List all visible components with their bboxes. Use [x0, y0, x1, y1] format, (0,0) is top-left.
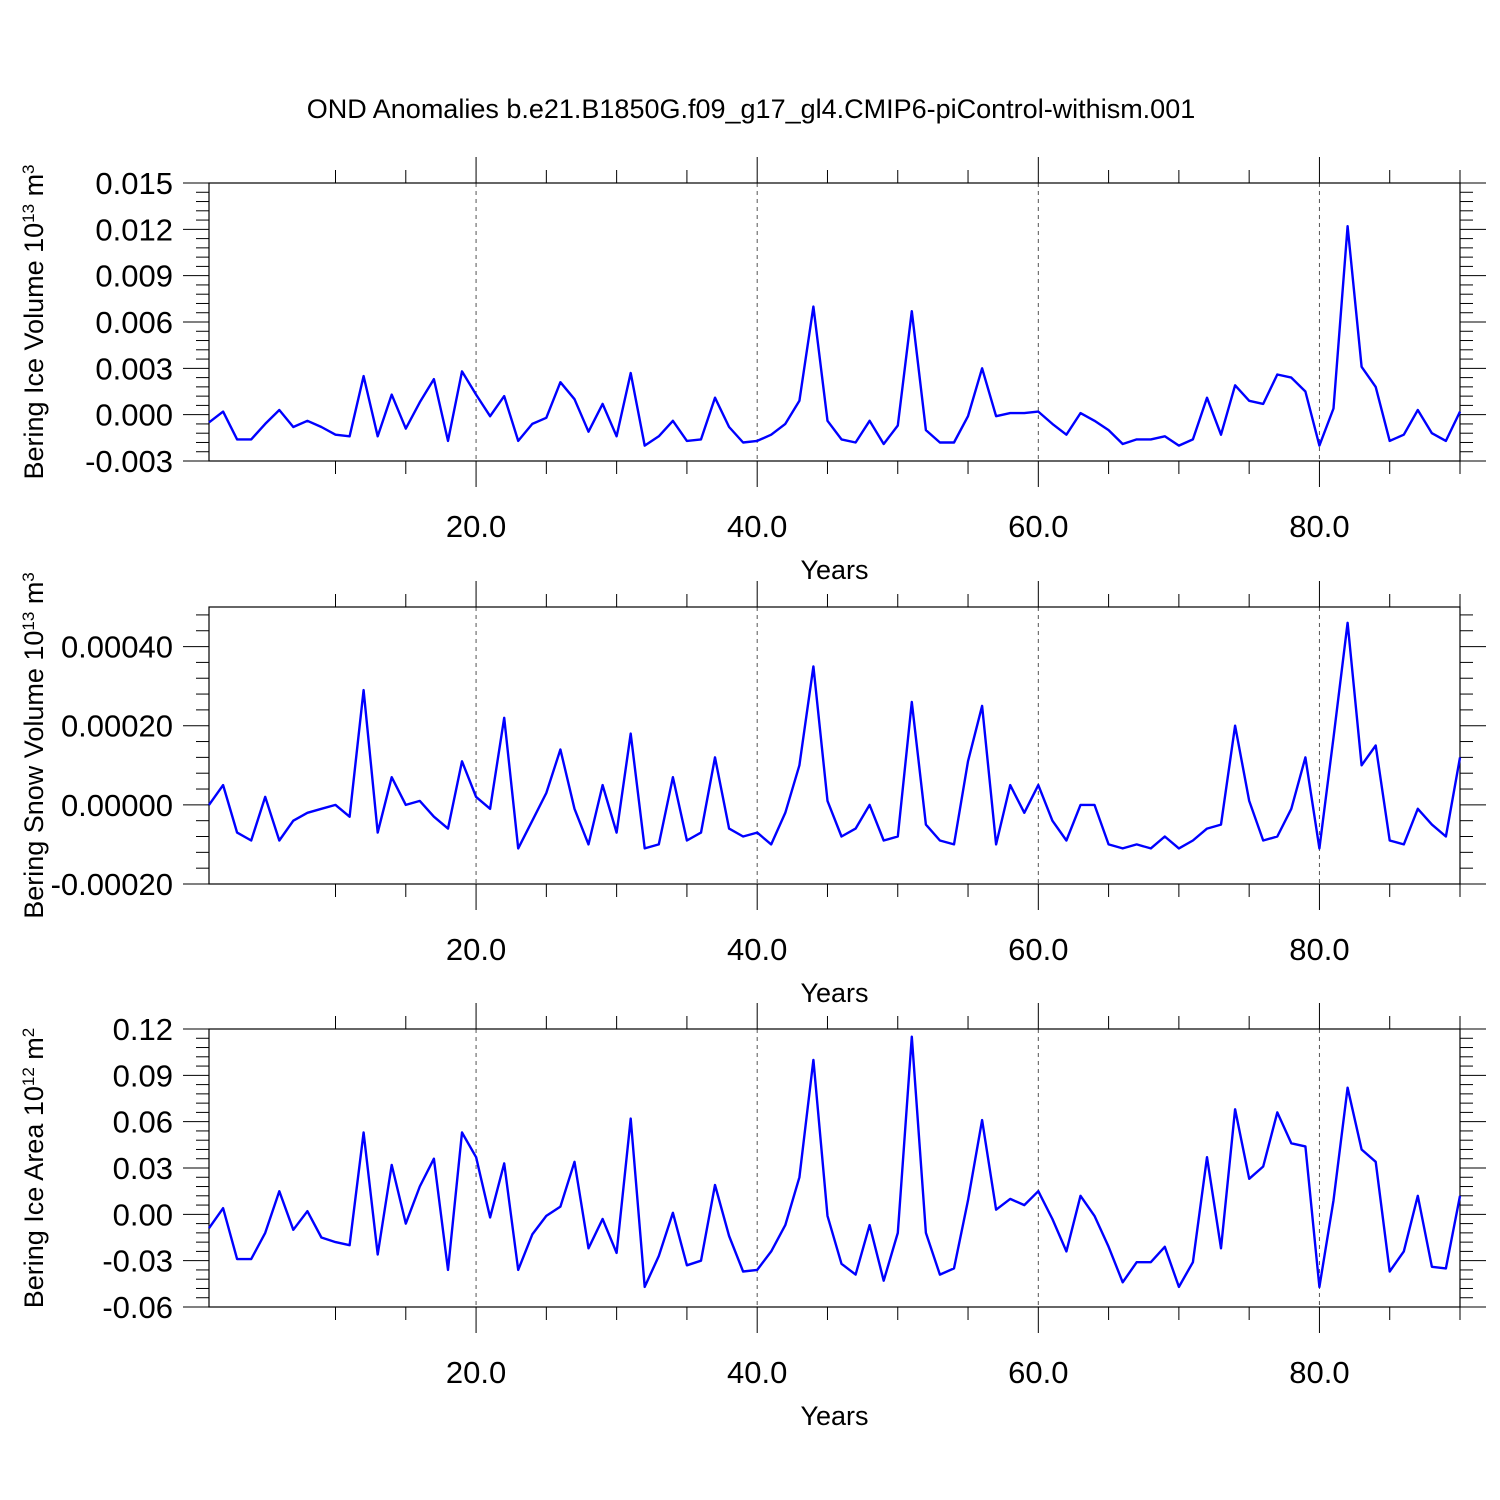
- x-tick-label: 80.0: [1289, 1355, 1349, 1390]
- y-axis-title: Bering Ice Volume 1013 m3: [19, 164, 49, 479]
- x-tick-label: 20.0: [446, 509, 506, 544]
- y-tick-label: 0.06: [113, 1105, 173, 1140]
- y-tick-label: 0.015: [95, 166, 173, 201]
- y-axis-title-superscript: 3: [19, 164, 38, 173]
- y-axis-ticks: [183, 182, 1486, 462]
- y-tick-label: 0.006: [95, 305, 173, 340]
- chart-panel-1: -0.003 0.000 0.003 0.006 0.009 0.012 0.015 20.0…: [19, 157, 1486, 585]
- x-tick-label: 40.0: [727, 932, 787, 967]
- y-axis-title: Bering Ice Area 1012 m2: [19, 1028, 49, 1309]
- y-axis-title-text: m: [19, 1037, 49, 1067]
- y-tick-label: 0.00000: [61, 788, 173, 823]
- chart-panel-2: -0.00020 0.00000 0.00020 0.00040 20.0 40.0 60.…: [19, 572, 1486, 1008]
- y-axis-title-superscript: 12: [19, 1067, 38, 1086]
- y-axis-title-superscript: 3: [19, 572, 38, 581]
- x-tick-label: 80.0: [1289, 509, 1349, 544]
- x-tick-label: 60.0: [1008, 509, 1068, 544]
- y-tick-label: -0.03: [102, 1244, 173, 1279]
- y-tick-label: -0.06: [102, 1290, 173, 1325]
- x-tick-label: 20.0: [446, 932, 506, 967]
- x-axis-ticks: [335, 581, 1461, 910]
- y-axis-title-text: Bering Ice Area 10: [19, 1086, 49, 1308]
- y-tick-label: -0.003: [85, 444, 173, 479]
- y-axis-title-superscript: 13: [19, 204, 38, 223]
- plot-frame: [208, 182, 1461, 462]
- y-axis-title-superscript: 13: [19, 612, 38, 631]
- x-axis-ticks: [335, 1003, 1461, 1333]
- y-tick-label: 0.12: [113, 1012, 173, 1047]
- x-axis-title: Years: [800, 555, 868, 585]
- x-axis-title: Years: [800, 978, 868, 1008]
- y-tick-label: 0.09: [113, 1058, 173, 1093]
- y-tick-label: 0.000: [95, 398, 173, 433]
- series-line: [208, 1035, 1462, 1289]
- chart-panel-3: -0.06 -0.03 0.00 0.03 0.06 0.09 0.12 20.0 40.0 60…: [19, 1003, 1486, 1431]
- x-axis-title: Years: [800, 1401, 868, 1431]
- y-axis-title-text: Bering Ice Volume 10: [19, 223, 49, 480]
- x-tick-label: 80.0: [1289, 932, 1349, 967]
- y-axis-title: Bering Snow Volume 1013 m3: [19, 572, 49, 919]
- x-tick-label: 60.0: [1008, 932, 1068, 967]
- y-axis-title-text: m: [19, 582, 49, 612]
- y-tick-label: -0.00020: [51, 867, 173, 902]
- y-axis-title-text: m: [19, 174, 49, 204]
- plot-frame: [208, 1028, 1461, 1308]
- x-tick-label: 60.0: [1008, 1355, 1068, 1390]
- plot-frame: [208, 606, 1461, 885]
- y-tick-label: 0.00: [113, 1197, 173, 1232]
- x-tick-label: 40.0: [727, 509, 787, 544]
- y-axis-title-text: Bering Snow Volume 10: [19, 631, 49, 919]
- y-tick-label: 0.003: [95, 351, 173, 386]
- figure-title: OND Anomalies b.e21.B1850G.f09_g17_gl4.C…: [307, 94, 1195, 124]
- y-tick-label: 0.012: [95, 212, 173, 247]
- y-tick-label: 0.009: [95, 259, 173, 294]
- y-axis-ticks: [183, 614, 1486, 885]
- series-line: [208, 621, 1462, 850]
- y-tick-label: 0.00040: [61, 630, 173, 665]
- x-tick-label: 40.0: [727, 1355, 787, 1390]
- x-axis-ticks: [335, 157, 1461, 487]
- x-tick-label: 20.0: [446, 1355, 506, 1390]
- y-axis-title-superscript: 2: [19, 1028, 38, 1037]
- y-tick-label: 0.00020: [61, 709, 173, 744]
- y-tick-label: 0.03: [113, 1151, 173, 1186]
- series-line: [208, 224, 1462, 447]
- y-axis-ticks: [183, 1028, 1486, 1308]
